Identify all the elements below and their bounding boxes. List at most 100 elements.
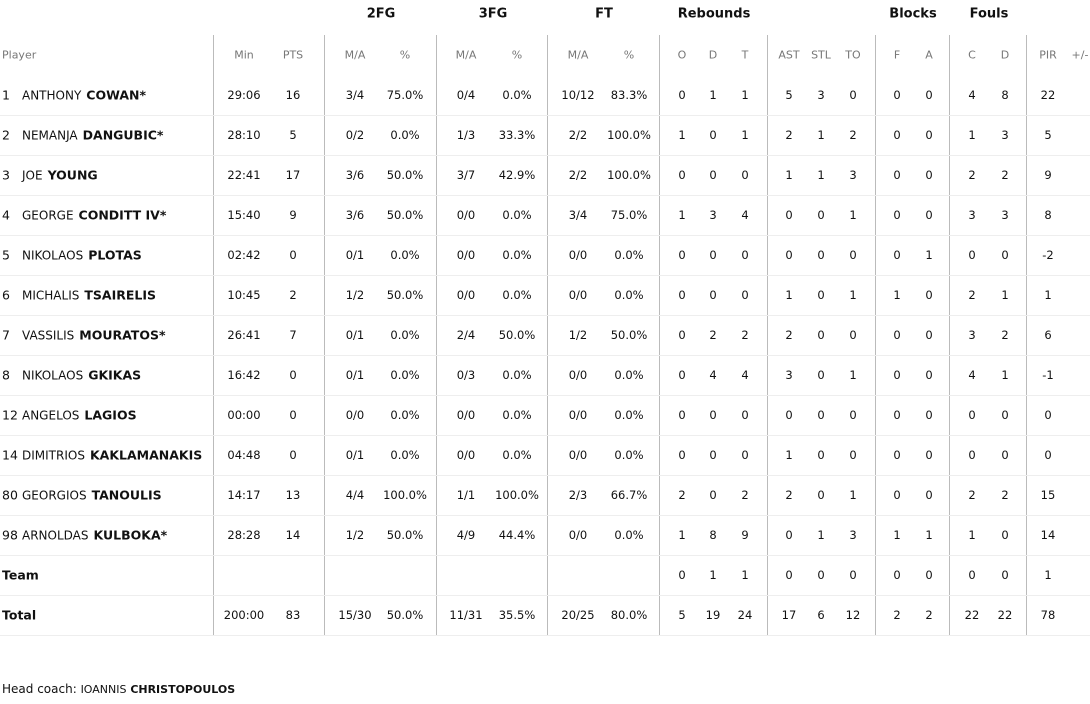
player-last: YOUNG xyxy=(47,167,98,183)
row-divider xyxy=(0,195,1090,196)
player-number: 3 xyxy=(2,167,10,183)
stat-cell: 6 xyxy=(1044,328,1052,342)
stat-cell: 1 xyxy=(849,368,857,382)
player-first: ARNOLDAS xyxy=(22,528,89,543)
player-last: TSAIRELIS xyxy=(84,287,156,303)
stat-cell: 0 xyxy=(709,408,717,422)
stat-cell: 0/1 xyxy=(345,368,365,382)
stat-cell: 2 xyxy=(785,328,793,342)
stat-cell: 0 xyxy=(678,568,686,582)
stat-cell: 8 xyxy=(1001,88,1009,102)
player-cell: 5 NIKOLAOS PLOTAS xyxy=(2,248,142,263)
player-cell: 7 VASSILIS MOURATOS* xyxy=(2,328,166,343)
player-first: GEORGIOS xyxy=(22,488,87,503)
stat-cell: 15:40 xyxy=(227,208,261,222)
column-header: Player xyxy=(2,48,37,62)
stat-cell: 0.0% xyxy=(502,408,532,422)
player-number: 7 xyxy=(2,327,10,343)
stat-cell: 0/3 xyxy=(456,368,476,382)
stat-cell: 42.9% xyxy=(498,168,536,182)
stat-cell: 200:00 xyxy=(223,608,265,622)
stat-cell: 22 xyxy=(964,608,980,622)
stat-cell: 35.5% xyxy=(498,608,536,622)
stat-cell: 0 xyxy=(893,368,901,382)
stat-cell: 8 xyxy=(709,528,717,542)
stat-cell: 0 xyxy=(741,248,749,262)
stat-cell: 0.0% xyxy=(614,288,644,302)
total-label: Total xyxy=(2,607,37,623)
row-divider xyxy=(0,395,1090,396)
stat-cell: 0 xyxy=(968,408,976,422)
column-header: M/A xyxy=(567,48,589,62)
stat-cell: 0 xyxy=(709,168,717,182)
stat-cell: 3/4 xyxy=(568,208,588,222)
row-divider xyxy=(0,315,1090,316)
stat-cell: 3/6 xyxy=(345,168,365,182)
stat-cell: 0/2 xyxy=(345,128,365,142)
row-divider xyxy=(0,435,1090,436)
player-last: PLOTAS xyxy=(88,247,142,263)
stat-cell: 2/4 xyxy=(456,328,476,342)
stat-cell: 100.0% xyxy=(495,488,539,502)
stat-cell: 0.0% xyxy=(502,448,532,462)
stat-cell: 0 xyxy=(289,448,297,462)
player-cell: 98 ARNOLDAS KULBOKA* xyxy=(2,528,167,543)
column-separator xyxy=(767,35,768,635)
stat-cell: 0.0% xyxy=(614,368,644,382)
stat-cell: 0 xyxy=(678,408,686,422)
stat-cell: 0/0 xyxy=(568,528,588,542)
group-header: 2FG xyxy=(366,6,396,22)
stat-cell: 0 xyxy=(741,168,749,182)
stat-cell: 5 xyxy=(289,128,297,142)
stat-cell: 44.4% xyxy=(498,528,536,542)
player-number: 4 xyxy=(2,207,10,223)
stat-cell: 0 xyxy=(741,448,749,462)
stat-cell: 1 xyxy=(1044,568,1052,582)
stat-cell: 3/4 xyxy=(345,88,365,102)
player-cell: 6 MICHALIS TSAIRELIS xyxy=(2,288,156,303)
stat-cell: 0 xyxy=(1001,528,1009,542)
stat-cell: 3 xyxy=(1001,208,1009,222)
stat-cell: 1 xyxy=(785,448,793,462)
stat-cell: 1/2 xyxy=(345,288,365,302)
group-header: FT xyxy=(595,6,613,22)
stat-cell: 66.7% xyxy=(610,488,648,502)
stat-cell: 0 xyxy=(893,88,901,102)
stat-cell: 0 xyxy=(968,248,976,262)
stat-cell: 15 xyxy=(1040,488,1056,502)
stat-cell: 0 xyxy=(678,88,686,102)
stat-cell: 0.0% xyxy=(614,528,644,542)
stat-cell: 0 xyxy=(289,368,297,382)
column-header: % xyxy=(511,48,523,62)
stat-cell: 1 xyxy=(709,568,717,582)
row-divider xyxy=(0,595,1090,596)
stat-cell: 0 xyxy=(817,488,825,502)
stat-cell: 2 xyxy=(678,488,686,502)
stat-cell: 14 xyxy=(285,528,301,542)
player-cell: 3 JOE YOUNG xyxy=(2,168,98,183)
column-separator xyxy=(659,35,660,635)
group-header: Rebounds xyxy=(677,6,751,22)
stat-cell: 2 xyxy=(1001,168,1009,182)
stat-cell: 50.0% xyxy=(386,168,424,182)
player-number: 12 xyxy=(2,407,18,423)
stat-cell: 0 xyxy=(678,368,686,382)
stat-cell: 0.0% xyxy=(614,408,644,422)
stat-cell: 0.0% xyxy=(502,88,532,102)
stat-cell: 13 xyxy=(285,488,301,502)
stat-cell: 50.0% xyxy=(610,328,648,342)
stat-cell: 9 xyxy=(741,528,749,542)
stat-cell: 0 xyxy=(925,328,933,342)
stat-cell: 0 xyxy=(709,488,717,502)
stat-cell: 0/0 xyxy=(568,288,588,302)
stat-cell: 9 xyxy=(1044,168,1052,182)
stat-cell: 0/0 xyxy=(568,408,588,422)
column-separator xyxy=(436,35,437,635)
player-number: 98 xyxy=(2,527,18,543)
stat-cell: 19 xyxy=(705,608,721,622)
column-separator xyxy=(949,35,950,635)
stat-cell: 0 xyxy=(817,568,825,582)
player-last: KAKLAMANAKIS xyxy=(89,447,203,463)
stat-cell: 0 xyxy=(893,168,901,182)
stat-cell: 0 xyxy=(925,448,933,462)
